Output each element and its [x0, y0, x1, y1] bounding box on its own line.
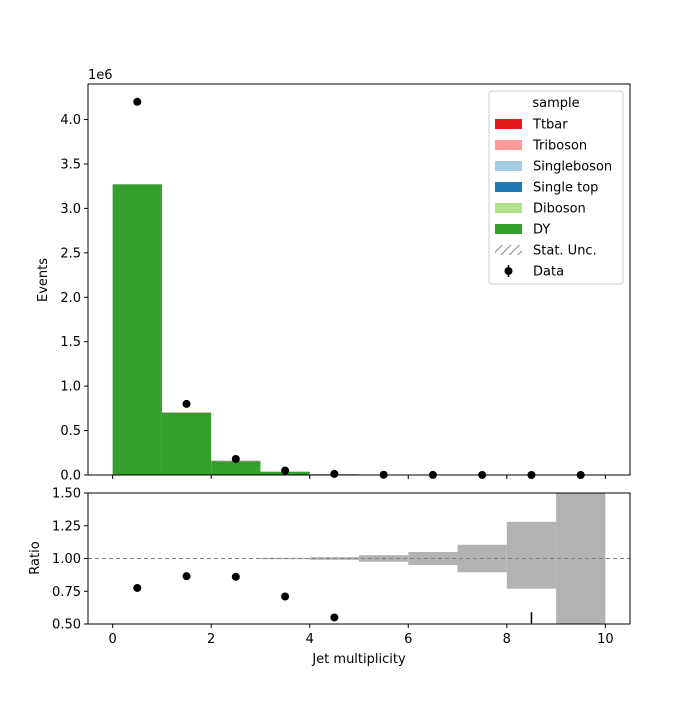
ratio-point — [330, 613, 338, 621]
legend-hatch-swatch — [495, 245, 522, 255]
ratio-xtick-label: 2 — [207, 632, 215, 647]
legend-swatch — [495, 140, 522, 150]
ratio-ytick-label: 1.25 — [52, 519, 81, 534]
ratio-xtick-label: 6 — [404, 632, 412, 647]
main-ytick-label: 2.0 — [60, 291, 81, 306]
legend-swatch — [495, 119, 522, 129]
ratio-point — [281, 592, 289, 600]
legend-label: Singleboson — [533, 160, 612, 175]
main-yticks: 0.0 0.5 1.0 1.5 2.0 2.5 3.0 3.5 4.0 — [60, 113, 88, 483]
ratio-points — [133, 572, 338, 621]
legend-swatch — [495, 161, 522, 171]
ratio-ytick-label: 1.00 — [52, 552, 81, 567]
legend-swatch — [495, 224, 522, 234]
legend-label: Data — [533, 265, 564, 280]
ratio-xtick-label: 4 — [306, 632, 314, 647]
ratio-point — [232, 573, 240, 581]
ratio-xtick-label: 8 — [503, 632, 511, 647]
ratio-xlabel: Jet multiplicity — [311, 652, 406, 667]
data-point — [232, 455, 240, 463]
legend-marker — [505, 267, 513, 275]
legend-label: Ttbar — [532, 118, 568, 133]
ratio-xtick-label: 10 — [597, 632, 614, 647]
y-scale-label: 1e6 — [88, 68, 113, 83]
legend-label: Stat. Unc. — [533, 244, 597, 259]
ratio-ytick-label: 0.50 — [52, 618, 81, 633]
ratio-ylabel: Ratio — [28, 541, 43, 574]
data-point — [330, 470, 338, 478]
main-ytick-label: 0.0 — [60, 469, 81, 484]
main-ytick-label: 4.0 — [60, 113, 81, 128]
ratio-yticks: 0.50 0.75 1.00 1.25 1.50 — [52, 487, 88, 633]
bar-dy — [211, 461, 260, 475]
ratio-ytick-label: 1.50 — [52, 487, 81, 502]
legend-title: sample — [532, 96, 579, 111]
main-ytick-label: 3.0 — [60, 202, 81, 217]
legend: sample Ttbar Triboson Singleboson Single to… — [489, 91, 623, 284]
ratio-point — [183, 572, 191, 580]
legend-label: DY — [533, 223, 550, 238]
uncertainty-bin — [507, 522, 556, 589]
main-ylabel: Events — [36, 258, 51, 302]
main-ytick-label: 3.5 — [60, 157, 81, 172]
main-ytick-label: 0.5 — [60, 424, 81, 439]
main-ytick-label: 1.5 — [60, 335, 81, 350]
main-ytick-label: 1.0 — [60, 380, 81, 395]
ratio-xtick-label: 0 — [108, 632, 116, 647]
data-point — [281, 467, 289, 475]
bar-dy — [113, 184, 162, 475]
ratio-ytick-label: 0.75 — [52, 585, 81, 600]
bar-dy — [162, 413, 211, 475]
main-ytick-label: 2.5 — [60, 246, 81, 261]
legend-swatch — [495, 182, 522, 192]
data-point — [183, 400, 191, 408]
ratio-xticks: 0 2 4 6 8 10 — [108, 624, 613, 647]
legend-label: Single top — [533, 181, 598, 196]
legend-swatch — [495, 203, 522, 213]
legend-label: Triboson — [532, 139, 587, 154]
ratio-panel: 0.50 0.75 1.00 1.25 1.50 0 2 4 6 8 10 Jet multipl… — [28, 487, 630, 668]
legend-label: Diboson — [533, 202, 586, 217]
ratio-point — [133, 584, 141, 592]
data-point — [133, 98, 141, 106]
